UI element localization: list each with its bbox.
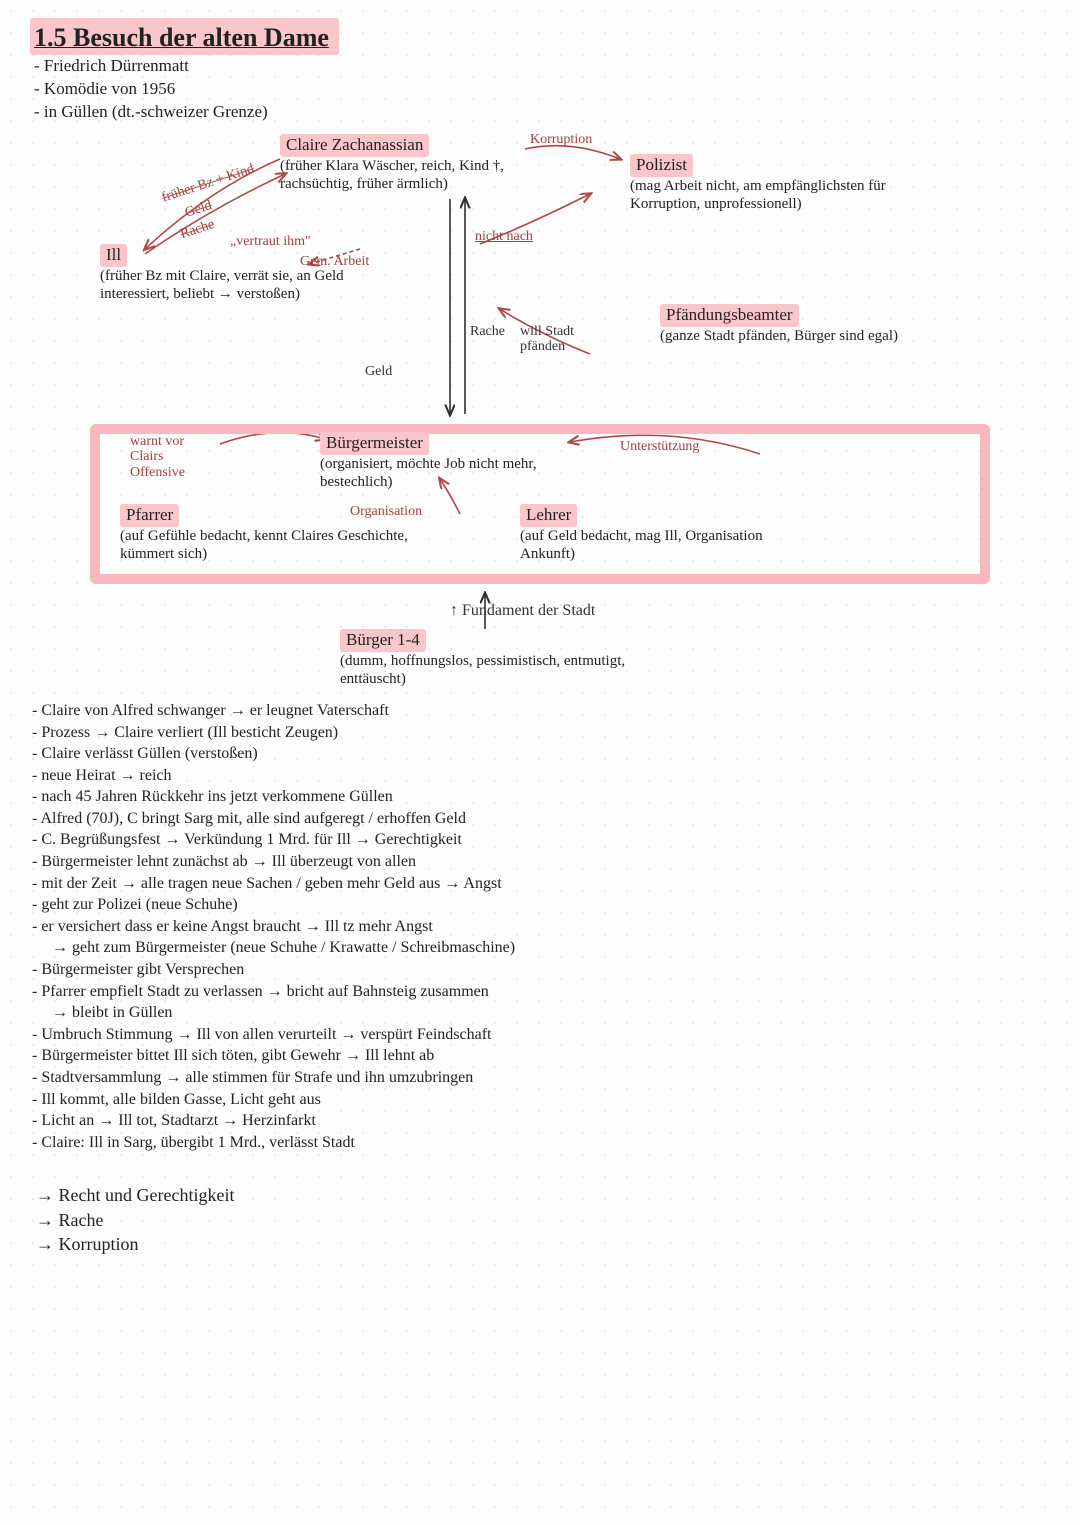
rel-rache-small: Rache — [178, 217, 216, 242]
claire-desc: (früher Klara Wäscher, reich, Kind †, ra… — [280, 157, 580, 193]
plot-summary: Claire von Alfred schwanger → er leugnet… — [32, 700, 1050, 1153]
lehrer-name: Lehrer — [520, 504, 577, 527]
meta-line: in Güllen (dt.-schweizer Grenze) — [34, 101, 1050, 124]
theme-item: Rache — [36, 1208, 1050, 1232]
rel-rache: Rache — [470, 324, 505, 339]
node-buergermeister: Bürgermeister (organisiert, möchte Job n… — [320, 432, 580, 491]
buerger-desc: (dumm, hoffnungslos, pessimistisch, entm… — [340, 652, 640, 688]
plot-line: bleibt in Güllen — [52, 1002, 1050, 1024]
ill-name: Ill — [100, 244, 127, 267]
node-ill: Ill (früher Bz mit Claire, verrät sie, a… — [100, 244, 430, 303]
plot-line: Ill kommt, alle bilden Gasse, Licht geht… — [32, 1089, 1050, 1111]
plot-line: geht zum Bürgermeister (neue Schuhe / Kr… — [52, 937, 1050, 959]
meta-line: Komödie von 1956 — [34, 78, 1050, 101]
meta-line: Friedrich Dürrenmatt — [34, 55, 1050, 78]
plot-line: Claire verlässt Güllen (verstoßen) — [32, 743, 1050, 765]
polizist-desc: (mag Arbeit nicht, am empfänglichsten fü… — [630, 177, 930, 213]
rel-will-stadt-pfaenden: will Stadt pfänden — [520, 324, 600, 355]
plot-line: Licht an → Ill tot, Stadtarzt → Herzinfa… — [32, 1110, 1050, 1132]
meta-block: Friedrich Dürrenmatt Komödie von 1956 in… — [34, 55, 1050, 124]
rel-korruption: Korruption — [530, 132, 592, 147]
plot-line: Prozess → Claire verliert (Ill besticht … — [32, 722, 1050, 744]
plot-line: Alfred (70J), C bringt Sarg mit, alle si… — [32, 808, 1050, 830]
plot-line: nach 45 Jahren Rückkehr ins jetzt verkom… — [32, 786, 1050, 808]
themes-list: Recht und Gerechtigkeit Rache Korruption — [36, 1183, 1050, 1256]
lehrer-desc: (auf Geld bedacht, mag Ill, Organisation… — [520, 527, 820, 563]
plot-line: mit der Zeit → alle tragen neue Sachen /… — [32, 873, 1050, 895]
plot-line: er versichert dass er keine Angst brauch… — [32, 916, 1050, 938]
page-title: 1.5 Besuch der alten Dame — [30, 18, 1050, 55]
plot-line: Stadtversammlung → alle stimmen für Stra… — [32, 1067, 1050, 1089]
buergermeister-desc: (organisiert, möchte Job nicht mehr, bes… — [320, 455, 580, 491]
character-diagram: Claire Zachanassian (früher Klara Wäsche… — [30, 134, 1050, 694]
node-polizist: Polizist (mag Arbeit nicht, am empfängli… — [630, 154, 1010, 213]
polizist-name: Polizist — [630, 154, 693, 177]
plot-line: neue Heirat → reich — [32, 765, 1050, 787]
node-pfaender: Pfändungsbeamter (ganze Stadt pfänden, B… — [660, 304, 1010, 345]
plot-line: Bürgermeister lehnt zunächst ab → Ill üb… — [32, 851, 1050, 873]
rel-fundament: ↑ Fundament der Stadt — [450, 602, 595, 620]
ill-desc: (früher Bz mit Claire, verrät sie, an Ge… — [100, 267, 400, 303]
pfaender-desc: (ganze Stadt pfänden, Bürger sind egal) — [660, 327, 960, 345]
plot-line: Claire von Alfred schwanger → er leugnet… — [32, 700, 1050, 722]
rel-unterstuetzung: Unterstützung — [620, 439, 699, 454]
plot-line: geht zur Polizei (neue Schuhe) — [32, 894, 1050, 916]
rel-organisation: Organisation — [350, 504, 422, 519]
rel-warnt-vor: warnt vor Clairs Offensive — [130, 434, 220, 480]
node-buerger: Bürger 1-4 (dumm, hoffnungslos, pessimis… — [340, 629, 720, 688]
rel-nicht-nach: nicht nach — [475, 229, 533, 244]
plot-line: Umbruch Stimmung → Ill von allen verurte… — [32, 1024, 1050, 1046]
theme-item: Recht und Gerechtigkeit — [36, 1183, 1050, 1207]
plot-line: Bürgermeister bittet Ill sich töten, gib… — [32, 1045, 1050, 1067]
buergermeister-name: Bürgermeister — [320, 432, 429, 455]
theme-item: Korruption — [36, 1232, 1050, 1256]
rel-vertraut: „vertraut ihm" — [230, 234, 311, 249]
pfaender-name: Pfändungsbeamter — [660, 304, 799, 327]
node-lehrer: Lehrer (auf Geld bedacht, mag Ill, Organ… — [520, 504, 840, 563]
plot-line: Pfarrer empfielt Stadt zu verlassen → br… — [32, 981, 1050, 1003]
claire-name: Claire Zachanassian — [280, 134, 429, 157]
buerger-name: Bürger 1-4 — [340, 629, 426, 652]
rel-geld2: Geld — [365, 364, 392, 379]
rel-gem-arbeit: Gem. Arbeit — [300, 254, 369, 269]
plot-line: C. Begrüßungsfest → Verkündung 1 Mrd. fü… — [32, 829, 1050, 851]
pfarrer-desc: (auf Gefühle bedacht, kennt Claires Gesc… — [120, 527, 420, 563]
plot-line: Claire: Ill in Sarg, übergibt 1 Mrd., ve… — [32, 1132, 1050, 1154]
plot-line: Bürgermeister gibt Versprechen — [32, 959, 1050, 981]
pfarrer-name: Pfarrer — [120, 504, 179, 527]
title-text: 1.5 Besuch der alten Dame — [30, 18, 339, 55]
